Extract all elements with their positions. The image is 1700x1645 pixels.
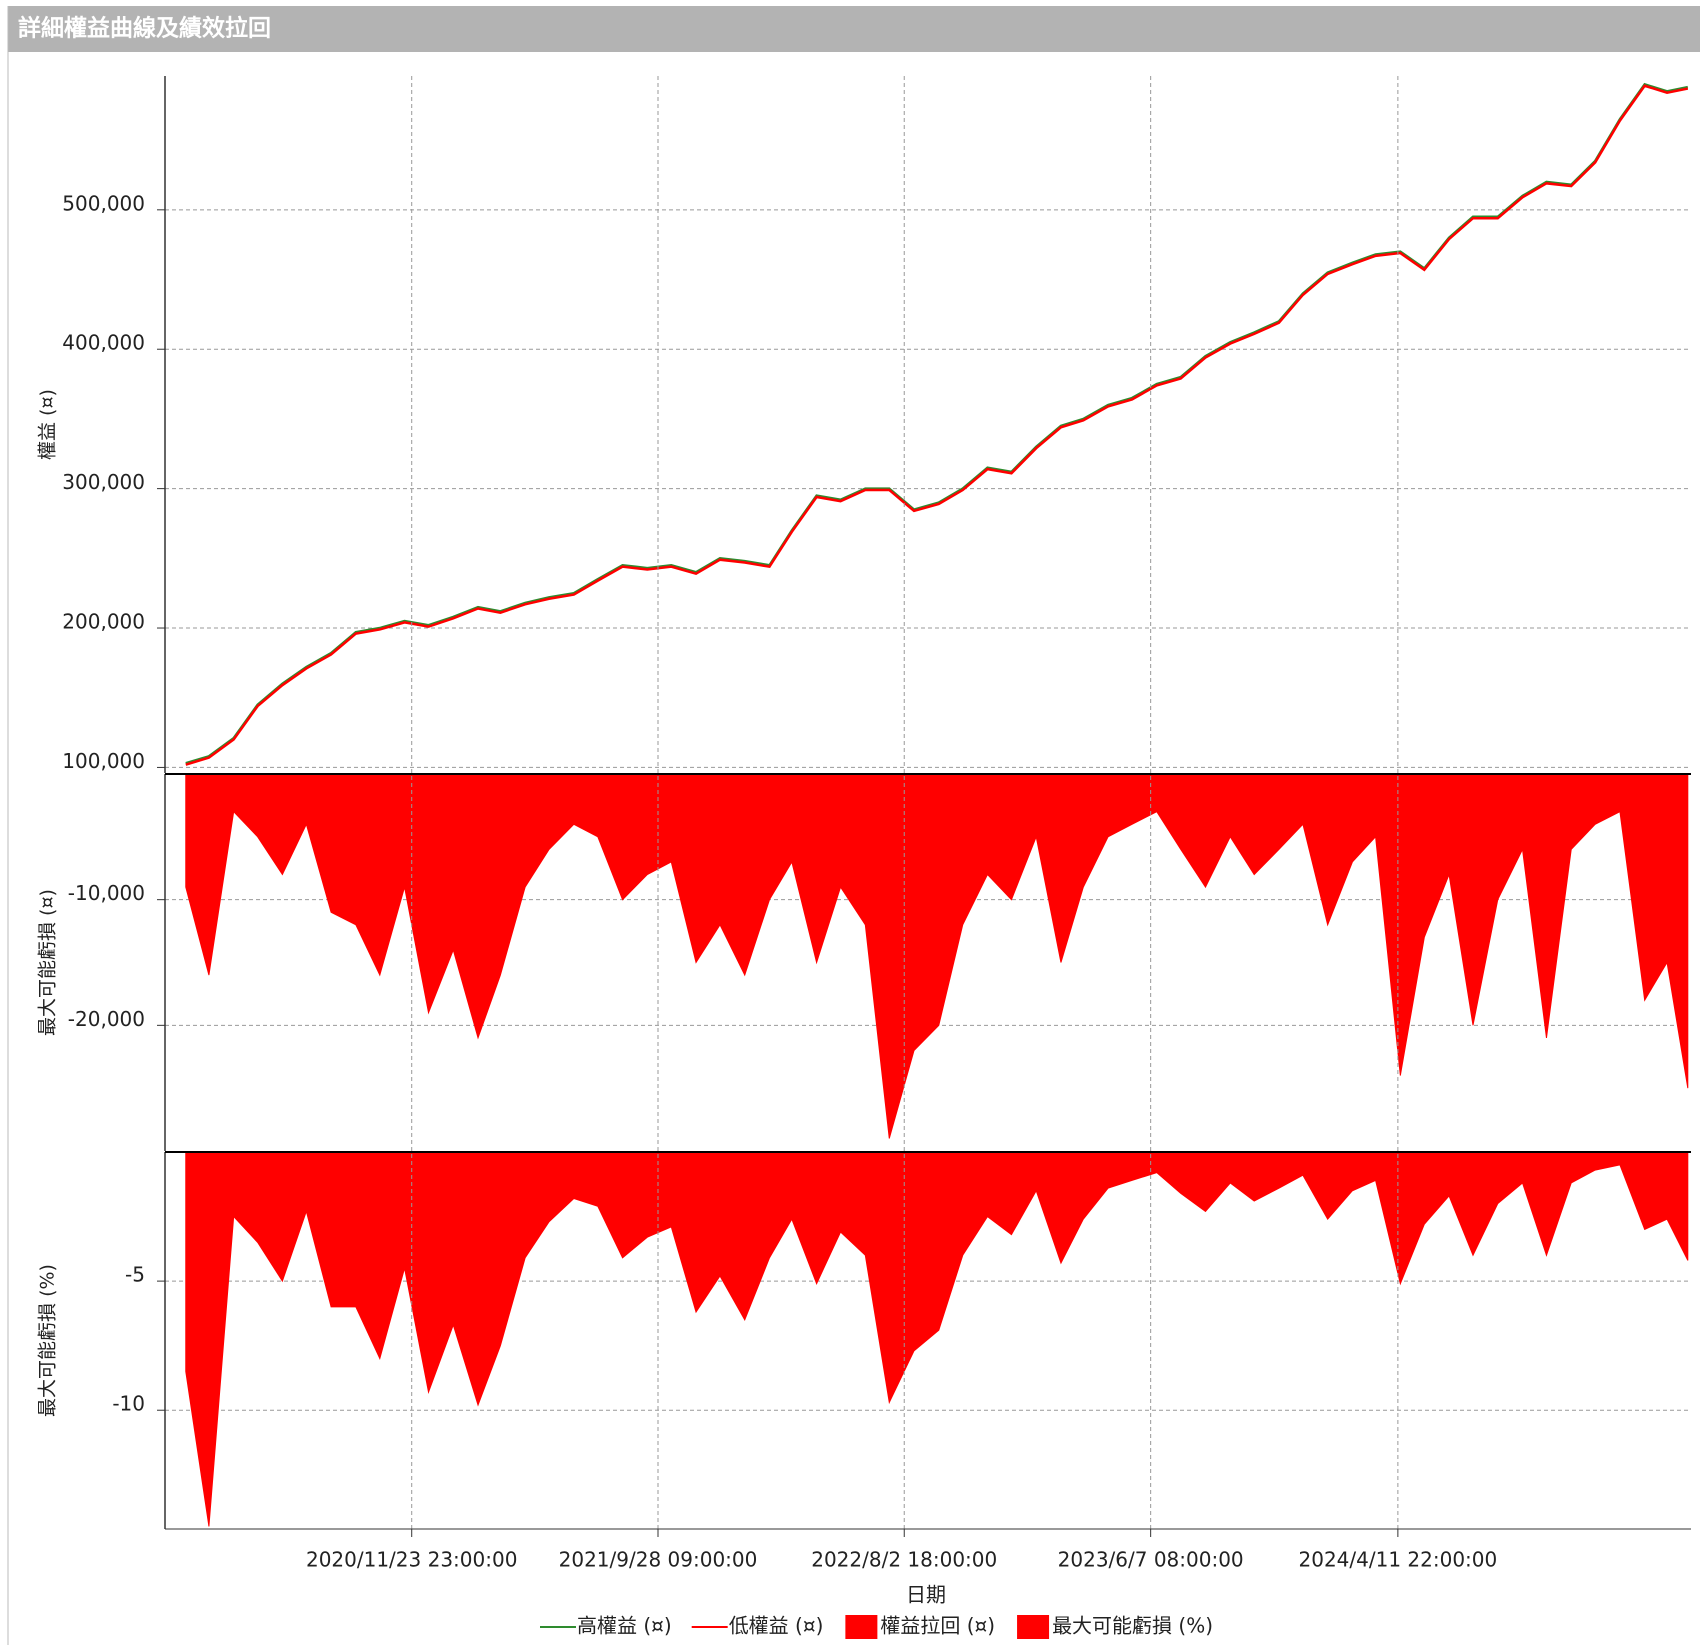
legend-label: 權益拉回 (¤) xyxy=(880,1614,995,1638)
x-tick-label: 2021/9/28 09:00:00 xyxy=(559,1548,758,1572)
x-tick-label: 2020/11/23 23:00:00 xyxy=(306,1548,517,1572)
y-tick-label: -5 xyxy=(125,1263,145,1287)
y-tick-label: -10 xyxy=(112,1392,145,1416)
y-tick-label: 500,000 xyxy=(62,191,145,215)
y-tick-label: 200,000 xyxy=(62,610,145,634)
y-tick-label: 100,000 xyxy=(62,749,145,773)
equity-line xyxy=(185,82,1689,765)
drawdown-area xyxy=(185,1151,1689,1527)
y-axis-title: 最大可能虧損 (%) xyxy=(37,1264,59,1417)
window-title: 詳細權益曲線及績效拉回 xyxy=(18,15,271,42)
legend-label: 高權益 (¤) xyxy=(577,1614,672,1638)
y-axis-title: 最大可能虧損 (¤) xyxy=(37,889,59,1036)
y-tick-label: -10,000 xyxy=(68,881,145,905)
y-axis-title: 權益 (¤) xyxy=(37,389,59,460)
x-tick-label: 2022/8/2 18:00:00 xyxy=(811,1548,997,1572)
legend-label: 最大可能虧損 (%) xyxy=(1052,1614,1213,1638)
x-tick-label: 2023/6/7 08:00:00 xyxy=(1058,1548,1244,1572)
x-axis-title: 日期 xyxy=(906,1583,946,1607)
y-tick-label: 300,000 xyxy=(62,470,145,494)
equity-line xyxy=(185,84,1689,766)
legend-swatch xyxy=(1017,1615,1050,1639)
legend-swatch xyxy=(845,1615,878,1639)
x-tick-label: 2024/4/11 22:00:00 xyxy=(1299,1548,1498,1572)
title-bar xyxy=(8,6,1700,52)
legend-label: 低權益 (¤) xyxy=(729,1614,824,1638)
y-tick-label: 400,000 xyxy=(62,331,145,355)
y-tick-label: -20,000 xyxy=(68,1007,145,1031)
drawdown-area xyxy=(185,773,1689,1139)
